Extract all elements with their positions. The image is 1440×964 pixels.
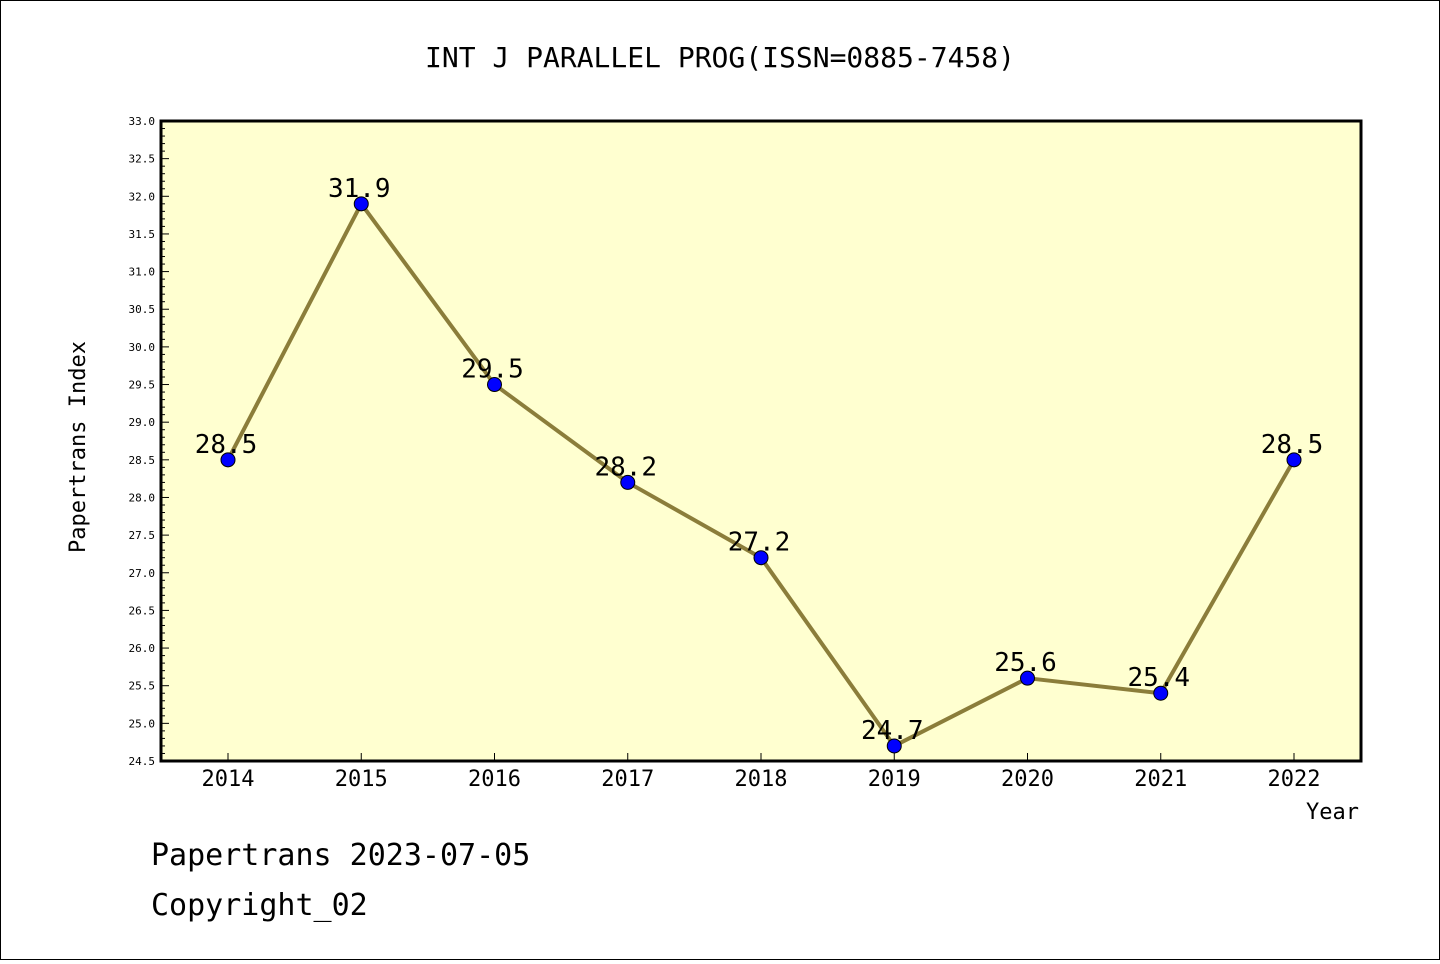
- y-tick-label: 25.5: [129, 680, 156, 693]
- chart-title: INT J PARALLEL PROG(ISSN=0885-7458): [425, 41, 1015, 74]
- x-tick-label: 2020: [1001, 767, 1054, 792]
- data-point: [1286, 452, 1302, 468]
- y-tick-label: 29.5: [129, 379, 156, 392]
- data-point: [220, 452, 236, 468]
- y-tick-label: 27.0: [129, 567, 156, 580]
- data-point: [886, 738, 902, 754]
- data-label: 24.7: [861, 716, 924, 746]
- data-point: [753, 550, 769, 566]
- data-label: 28.5: [195, 430, 258, 460]
- y-tick-label: 26.0: [129, 642, 156, 655]
- x-tick-label: 2018: [735, 767, 788, 792]
- data-point: [620, 474, 636, 490]
- y-tick-label: 31.0: [129, 266, 156, 279]
- x-tick-label: 2021: [1134, 767, 1187, 792]
- data-point: [353, 196, 369, 212]
- y-tick-label: 28.5: [129, 454, 156, 467]
- y-tick-label: 33.0: [129, 115, 156, 128]
- data-label: 28.5: [1261, 430, 1324, 460]
- footer-copyright: Copyright_02: [151, 888, 368, 923]
- y-tick-label: 32.0: [129, 190, 156, 203]
- data-label: 25.4: [1127, 663, 1190, 693]
- x-tick-label: 2014: [202, 767, 255, 792]
- data-label: 28.2: [594, 452, 657, 482]
- y-axis-title: Papertrans Index: [66, 341, 91, 553]
- data-labels: 28.5 31.9 29.5 28.2 27.2 24.7 25.6 25.4 28.5: [195, 174, 1324, 746]
- y-tick-label: 32.5: [129, 153, 156, 166]
- y-tick-label: 31.5: [129, 228, 156, 241]
- y-tick-label: 30.5: [129, 303, 156, 316]
- data-label: 29.5: [461, 355, 524, 385]
- x-tick-label: 2015: [335, 767, 388, 792]
- data-point: [487, 377, 502, 393]
- x-axis-title: Year: [1306, 800, 1359, 825]
- data-point: [1153, 685, 1169, 701]
- plot-area: [159, 119, 1363, 763]
- data-point: [1020, 670, 1035, 686]
- x-axis: 2014 2015 2016 2017 2018 2019 2020 2021 2022: [202, 753, 1321, 792]
- data-label: 25.6: [994, 648, 1057, 678]
- x-tick-label: 2016: [468, 767, 521, 792]
- y-tick-label: 28.0: [129, 491, 156, 504]
- y-tick-label: 27.5: [129, 529, 156, 542]
- y-tick-label: 26.5: [129, 604, 156, 617]
- y-tick-label: 25.0: [129, 717, 156, 730]
- y-tick-label: 29.0: [129, 416, 156, 429]
- data-label: 27.2: [728, 528, 791, 558]
- x-tick-label: 2017: [601, 767, 654, 792]
- x-tick-label: 2022: [1268, 767, 1321, 792]
- y-tick-label: 24.5: [129, 755, 156, 768]
- x-tick-label: 2019: [868, 767, 921, 792]
- y-axis: 24.5 25.0 25.5 26.0 26.5 27.0 27.5 28.0 28.5 29.0…: [129, 115, 169, 768]
- y-tick-label: 30.0: [129, 341, 156, 354]
- series-markers: [220, 196, 1302, 754]
- data-label: 31.9: [328, 174, 391, 204]
- footer-date: Papertrans 2023-07-05: [151, 838, 530, 873]
